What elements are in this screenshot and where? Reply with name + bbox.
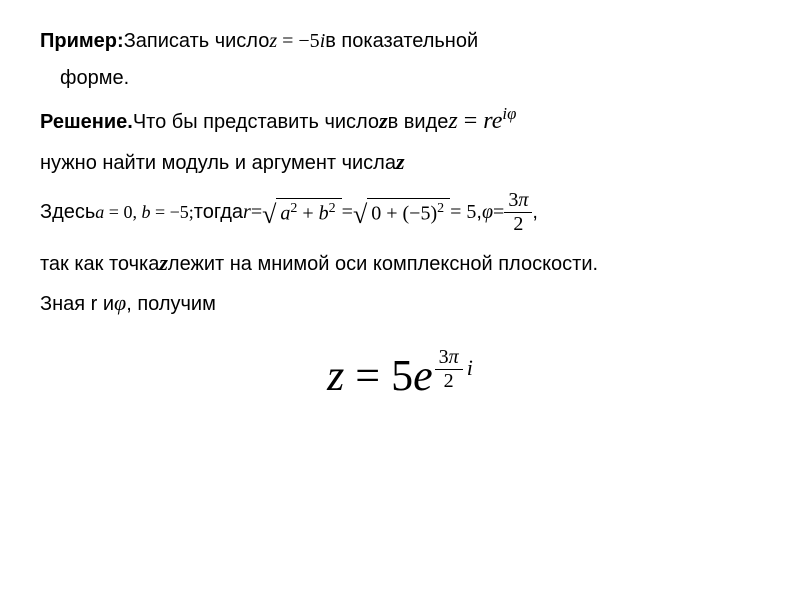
symbol-z-3: z: [159, 250, 168, 276]
frac-3pi-2: 3π 2: [504, 189, 532, 236]
text-2b: в виде: [388, 111, 449, 134]
sqrt-num: √ 0 + (−5)2: [353, 198, 450, 228]
formula-phi: φ = 3π 2: [482, 189, 532, 236]
text-then: тогда: [194, 201, 243, 224]
text-5b: лежит на мнимой оси комплексной плоскост…: [168, 253, 598, 276]
symbol-phi: φ: [114, 290, 126, 316]
label-example: Пример:: [40, 30, 124, 53]
example-line: Пример: Записать число z = −5i в показат…: [40, 30, 760, 53]
formula-r-sqrt: r = √ a2 + b2 = √ 0 + (−5)2 = 5: [243, 198, 476, 228]
axis-line: так как точка z лежит на мнимой оси комп…: [40, 250, 760, 276]
label-solution: Решение.: [40, 111, 133, 134]
text-6b: , получим: [126, 293, 216, 316]
symbol-z: z: [379, 108, 388, 134]
need-line: нужно найти модуль и аргумент числа z: [40, 149, 760, 175]
text-forme: форме.: [60, 67, 129, 90]
text-1b: в показательной: [325, 30, 478, 53]
text-5a: так как точка: [40, 253, 159, 276]
formula-a0: a = 0, b = −5;: [95, 202, 193, 223]
slide: Пример: Записать число z = −5i в показат…: [0, 0, 800, 431]
solution-line: Решение. Что бы представить число z в ви…: [40, 104, 760, 135]
sqrt-ab: √ a2 + b2: [262, 198, 342, 228]
knowing-line: Зная r и φ , получим: [40, 290, 760, 316]
text-2a: Что бы представить число: [133, 111, 379, 134]
symbol-z-2: z: [396, 149, 405, 175]
formula-reiph: z = reiφ: [448, 104, 516, 135]
text-3: нужно найти модуль и аргумент числа: [40, 152, 396, 175]
example-line-cont: форме.: [60, 67, 760, 90]
final-equation: z = 5e3π2i: [40, 346, 760, 401]
text-6a: Зная r и: [40, 293, 114, 316]
formula-z-minus5i: z = −5i: [269, 30, 325, 53]
comma2: ,: [532, 201, 538, 224]
calc-line: Здесь a = 0, b = −5; тогда r = √ a2 + b2…: [40, 189, 760, 236]
text-here: Здесь: [40, 201, 95, 224]
text-1a: Записать число: [124, 30, 270, 53]
